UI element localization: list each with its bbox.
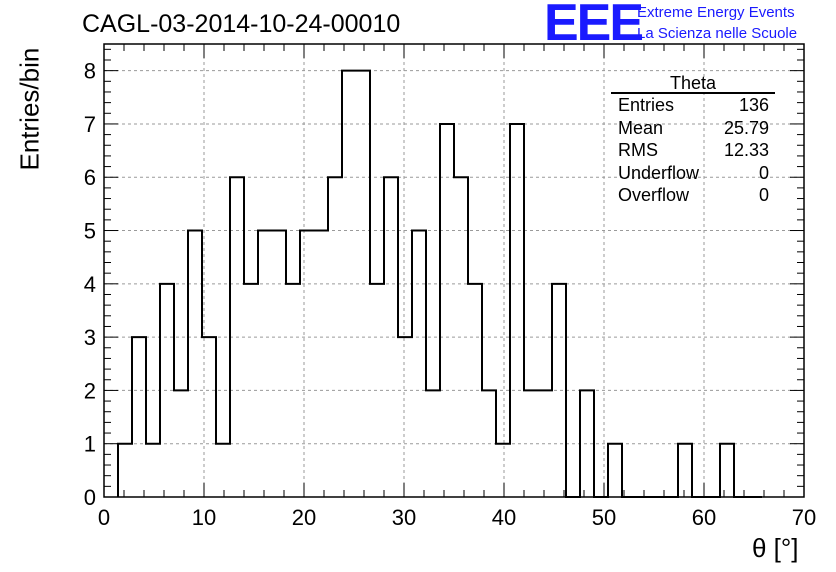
- histogram-bin: [314, 231, 328, 497]
- y-tick-label: 4: [84, 272, 96, 297]
- histogram-bin: [412, 231, 426, 497]
- stats-value: 136: [738, 95, 769, 115]
- stats-label: Mean: [618, 117, 664, 138]
- y-tick-label: 7: [84, 112, 96, 137]
- stats-label: Entries: [618, 95, 675, 115]
- stats-value: 0: [758, 185, 769, 205]
- x-tick-label: 0: [98, 505, 110, 530]
- stats-value: 12.33: [723, 140, 769, 160]
- histogram-bin: [132, 337, 146, 497]
- y-tick-label: 3: [84, 325, 96, 350]
- histogram-bin: [174, 390, 188, 497]
- histogram-bin: [230, 177, 244, 497]
- histogram-bin: [258, 231, 272, 497]
- stats-value: 0: [758, 162, 769, 183]
- histogram-bin: [468, 284, 482, 497]
- run-title: CAGL-03-2014-10-24-00010: [82, 10, 401, 38]
- x-axis-label: θ [°]: [752, 533, 799, 563]
- histogram-bin: [160, 284, 174, 497]
- histogram-bin: [524, 390, 538, 497]
- y-tick-label: 1: [84, 432, 96, 457]
- histogram-bin: [118, 444, 132, 497]
- stats-value: 25.79: [723, 117, 769, 138]
- histogram-bin: [496, 444, 510, 497]
- histogram-bin: [328, 177, 342, 497]
- histogram-bin: [608, 444, 622, 497]
- histogram-bin: [482, 390, 496, 497]
- histogram-bin: [342, 71, 356, 497]
- y-tick-label: 6: [84, 165, 96, 190]
- stats-title: Theta: [611, 74, 775, 94]
- x-tick-label: 40: [492, 505, 516, 530]
- histogram-bin: [370, 284, 384, 497]
- y-tick-label: 8: [84, 59, 96, 84]
- histogram-bin: [244, 284, 258, 497]
- stats-row-overflow: Overflow 0: [611, 184, 775, 207]
- histogram-bin: [720, 444, 734, 497]
- y-tick-label: 5: [84, 219, 96, 244]
- x-tick-label: 20: [292, 505, 316, 530]
- histogram-bin: [146, 444, 160, 497]
- x-tick-label: 70: [792, 505, 816, 530]
- x-tick-label: 60: [692, 505, 716, 530]
- histogram-bin: [678, 444, 692, 497]
- x-tick-label: 30: [392, 505, 416, 530]
- plot-frame: [103, 43, 805, 498]
- x-tick-label: 10: [192, 505, 216, 530]
- eee-logo: EEE: [544, 0, 644, 52]
- histogram-bin: [216, 444, 230, 497]
- y-tick-label: 0: [84, 485, 96, 510]
- histogram-bin: [384, 177, 398, 497]
- histogram-bin: [188, 231, 202, 497]
- stats-box: Theta Entries 136 Mean 25.79 RMS 12.33 U…: [611, 74, 775, 207]
- stats-row-entries: Entries 136: [611, 94, 775, 117]
- stats-row-underflow: Underflow 0: [611, 162, 775, 185]
- histogram-bin: [440, 124, 454, 497]
- histogram-bin: [272, 231, 286, 497]
- y-tick-label: 2: [84, 378, 96, 403]
- x-tick-label: 50: [592, 505, 616, 530]
- histogram-bin: [552, 284, 566, 497]
- logo-text-line1: Extreme Energy Events: [637, 4, 795, 21]
- y-axis-label: Entries/bin: [14, 47, 45, 171]
- histogram-bin: [356, 71, 370, 497]
- stats-row-rms: RMS 12.33: [611, 139, 775, 162]
- stats-label: RMS: [618, 140, 658, 160]
- histogram-bin: [202, 337, 216, 497]
- histogram-bin: [300, 231, 314, 497]
- histogram-bin: [286, 284, 300, 497]
- histogram-bin: [426, 390, 440, 497]
- histogram-bin: [538, 390, 552, 497]
- histogram-bin: [398, 337, 412, 497]
- logo-text-line2: La Scienza nelle Scuole: [637, 25, 798, 42]
- histogram-bin: [510, 124, 524, 497]
- stats-label: Underflow: [618, 162, 700, 183]
- histogram-bin: [454, 177, 468, 497]
- stats-label: Overflow: [618, 185, 690, 205]
- stats-row-mean: Mean 25.79: [611, 117, 775, 140]
- histogram-bin: [580, 390, 594, 497]
